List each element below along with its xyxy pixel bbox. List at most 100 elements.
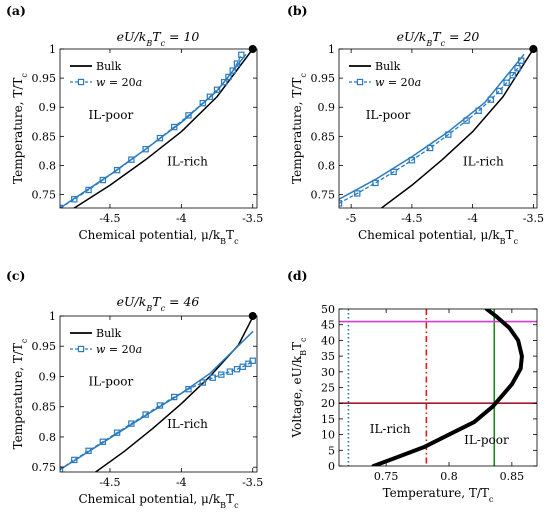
- x-tick-label: -4.5: [99, 476, 120, 489]
- data-point: [249, 357, 256, 364]
- x-axis-label-part: T: [226, 228, 234, 242]
- y-tick-label: 40: [321, 334, 335, 347]
- chart-title: eU/kBTc = 46: [117, 294, 200, 313]
- panel-d: (d) 0.75 0.8 0.85 0 5 10 15 20 25 30 35 40 45 50 Temper…: [287, 268, 538, 504]
- legend: Bulk w = 20a: [66, 322, 142, 358]
- plot-area: [60, 316, 256, 472]
- x-axis-label-subscript: c: [234, 237, 239, 246]
- x-tick-label: -4.5: [401, 212, 422, 225]
- legend-marker: [77, 78, 85, 86]
- series-bulk: [73, 49, 254, 208]
- panel-a: (a)eU/kBTc = 10-4.5 -4 -3.50.750.80.850.90…: [6, 3, 263, 246]
- legend: Bulk w = 20a: [345, 55, 421, 91]
- chart-title-part: = 46: [165, 294, 199, 309]
- legend-label-part: w: [96, 343, 106, 356]
- data-point: [487, 96, 495, 103]
- legend-label-part: w: [96, 76, 106, 89]
- y-tick-label: 0: [328, 460, 335, 473]
- data-point: [213, 86, 221, 93]
- x-tick-label: -3.5: [242, 476, 263, 489]
- legend-label: Bulk: [96, 327, 122, 340]
- legend-marker: [356, 78, 364, 86]
- y-tick-label: 30: [321, 366, 335, 379]
- x-axis-label: Chemical potential, μ/kBTc: [78, 228, 239, 246]
- x-axis-label-part: T: [226, 492, 234, 506]
- panel-b: (b)eU/kBTc = 20-5 -4.5 -4 -3.50.750.80.850.…: [287, 3, 544, 246]
- region-label: IL-rich: [370, 422, 411, 436]
- y-axis-label-part: T: [290, 342, 304, 350]
- data-point: [156, 134, 164, 142]
- legend-label-part: = 20: [105, 76, 135, 89]
- y-axis-label: Voltage, eU/kBTc: [290, 337, 308, 438]
- data-point: [226, 368, 234, 375]
- data-point: [142, 145, 149, 153]
- y-axis-label-subscript: c: [299, 73, 308, 78]
- legend-label: w = 20a: [96, 76, 142, 89]
- data-point: [339, 200, 343, 207]
- chart-title-subscript: c: [161, 304, 166, 313]
- data-point: [185, 112, 192, 119]
- region-label: IL-poor: [89, 375, 134, 389]
- x-axis-label: Chemical potential, μ/kBTc: [78, 492, 239, 510]
- legend-label-part: a: [136, 76, 143, 89]
- chart-title-part: eU/k: [117, 294, 147, 309]
- legend-label: w = 20a: [375, 76, 421, 89]
- plot-area: [60, 49, 254, 208]
- series-fit-line: [60, 330, 254, 471]
- y-tick-label: 0.75: [311, 189, 336, 202]
- y-tick-label: 50: [321, 303, 335, 316]
- series-fit-line: [60, 54, 247, 208]
- y-axis-label-subscript: c: [299, 337, 308, 342]
- legend-label: Bulk: [375, 60, 401, 73]
- y-tick-label: 45: [321, 319, 335, 332]
- y-tick-label: 0.75: [32, 189, 57, 202]
- region-label: IL-rich: [167, 154, 208, 168]
- x-axis-label-part: Temperature, T/T: [383, 486, 489, 500]
- legend-label: w = 20a: [96, 343, 142, 356]
- data-point: [71, 196, 78, 203]
- y-tick-label: 0.85: [32, 401, 57, 414]
- y-axis-label-part: Temperature, T/T: [290, 78, 304, 184]
- x-axis-label-subscript: c: [234, 501, 239, 510]
- data-point: [238, 51, 245, 59]
- x-axis-label: Temperature, T/Tc: [383, 486, 494, 504]
- region-label: IL-poor: [89, 108, 134, 122]
- y-tick-label: 0.95: [32, 72, 57, 85]
- x-tick-label: 0.8: [440, 470, 458, 483]
- plot-area: [339, 309, 537, 466]
- data-point: [514, 65, 521, 72]
- chart-title-part: = 10: [165, 29, 199, 44]
- y-tick-label: 0.9: [39, 370, 57, 383]
- y-axis-label-part: Temperature, T/T: [11, 78, 25, 184]
- series-fit-line: [371, 309, 524, 466]
- legend-label-part: w: [375, 76, 385, 89]
- y-axis-label-subscript: B: [299, 350, 308, 356]
- chart-title: eU/kBTc = 10: [117, 29, 200, 48]
- chart-title-part: eU/k: [397, 29, 427, 44]
- data-point: [199, 379, 206, 386]
- y-tick-label: 1: [328, 43, 335, 56]
- y-tick-label: 10: [321, 429, 335, 442]
- y-tick-label: 1: [49, 43, 56, 56]
- x-tick-label: -4.5: [99, 212, 120, 225]
- y-axis-label-part: Voltage, eU/k: [290, 355, 304, 438]
- x-axis-label-subscript: c: [489, 495, 494, 504]
- region-label: IL-poor: [366, 108, 411, 122]
- data-point: [113, 166, 121, 174]
- data-point: [185, 385, 192, 393]
- panel-c: (c)eU/kBTc = 46-4.5 -4 -3.50.750.80.850.90…: [6, 268, 263, 510]
- chart-title-part: = 20: [445, 29, 479, 44]
- x-tick-label: -4: [176, 476, 187, 489]
- legend-label-part: a: [136, 343, 143, 356]
- x-tick-label: -5: [346, 212, 357, 225]
- y-tick-label: 0.85: [32, 130, 57, 143]
- x-axis-label-part: T: [506, 228, 514, 242]
- y-tick-label: 0.8: [39, 431, 57, 444]
- region-label: IL-poor: [464, 433, 509, 447]
- x-axis-label-subscript: B: [220, 501, 226, 510]
- y-axis-label: Temperature, T/Tc: [11, 73, 29, 184]
- data-point: [496, 87, 503, 95]
- y-tick-label: 0.95: [32, 340, 57, 353]
- x-tick-label: 0.85: [500, 470, 525, 483]
